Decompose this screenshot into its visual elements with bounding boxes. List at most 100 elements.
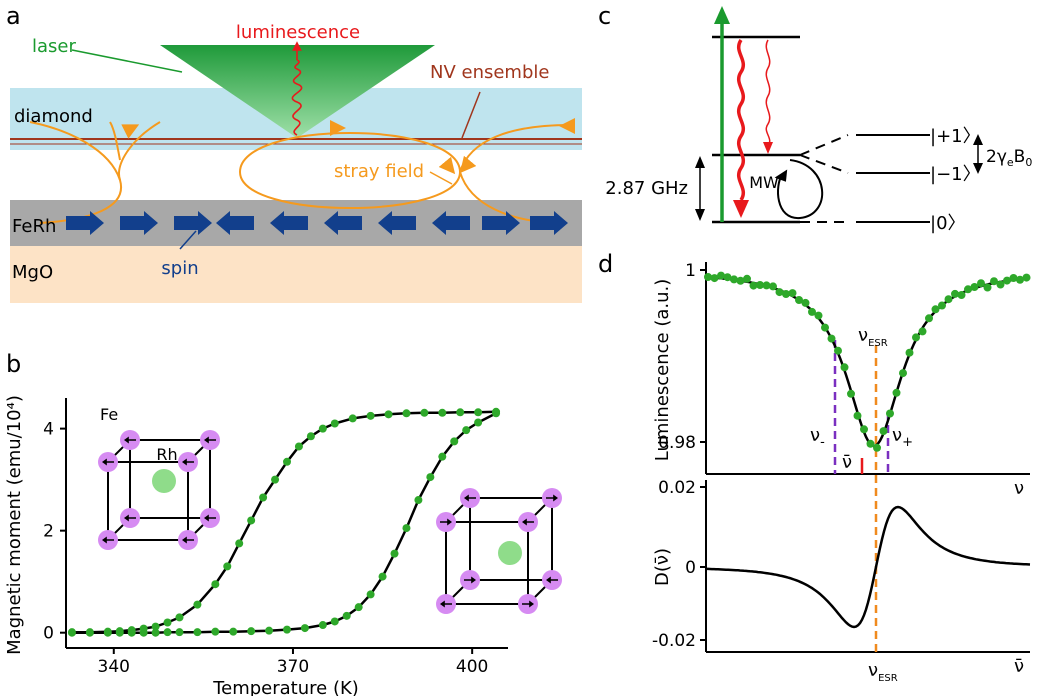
b-data-point <box>211 580 220 589</box>
d-top-data <box>704 271 1031 452</box>
b-data-point <box>223 562 232 571</box>
b-data-point <box>193 628 202 637</box>
d-top-y-label: Luminescence (a.u.) <box>652 279 673 462</box>
d-data-point <box>834 346 842 355</box>
rh-atom <box>152 469 176 493</box>
spin-arrow-left <box>378 211 416 235</box>
ket-plus1: |+1〉 <box>930 126 981 147</box>
rh-atom-2 <box>498 541 522 565</box>
b-data-point <box>414 496 423 505</box>
stray-arrow-5 <box>459 155 477 174</box>
d-data-point <box>925 314 933 323</box>
panel-label-c: c <box>598 2 611 30</box>
d-bot-x-label: ν̄ <box>1014 656 1024 677</box>
d-data-point <box>1022 273 1031 282</box>
b-data-point <box>402 524 411 533</box>
b-data-point <box>342 611 351 620</box>
b-data-point <box>175 628 184 637</box>
b-data-point <box>259 493 268 502</box>
b-data-point <box>402 409 411 418</box>
split-label: 2γeB0 <box>986 147 1032 169</box>
d-data-point <box>964 285 972 294</box>
b-data-point <box>438 452 447 461</box>
zfs-arrow-down <box>695 209 705 221</box>
red-arrowhead-thick <box>733 200 749 218</box>
green-arrowhead <box>714 6 730 24</box>
d-data-point <box>795 296 803 304</box>
panel-d: d 1 0.98 Luminescence (a.u.) ν 0.02 0 -0… <box>598 250 1031 684</box>
b-data-point <box>85 628 94 637</box>
ket-zero: |0〉 <box>930 213 966 234</box>
b-data-point <box>330 419 339 428</box>
d-data-point <box>769 282 777 291</box>
b-data-point <box>456 408 465 417</box>
fe-spin-arrowhead <box>102 458 107 466</box>
d-data-point <box>1016 275 1024 284</box>
laser-leader <box>71 49 183 73</box>
panel-label-d: d <box>598 250 613 278</box>
mgo-label: MgO <box>12 262 53 283</box>
b-data-point <box>366 590 375 599</box>
b-data-point <box>229 627 238 636</box>
b-data-point <box>247 516 256 525</box>
spin-arrow-right <box>530 211 568 235</box>
d-data-point <box>743 274 751 283</box>
b-data-point <box>294 442 303 451</box>
d-data-point <box>847 389 855 398</box>
d-data-point <box>827 334 836 343</box>
d-data-point <box>931 305 940 314</box>
b-data-point <box>283 625 291 634</box>
b-data <box>67 407 501 637</box>
d-data-point <box>853 411 862 420</box>
fe-spin-arrowhead <box>546 576 551 584</box>
d-data-point <box>749 281 758 290</box>
spin-arrow-left <box>216 211 254 235</box>
zfs-label: 2.87 GHz <box>605 178 688 199</box>
d-data-point <box>782 290 790 298</box>
b-data-point <box>330 617 339 626</box>
red-arrowhead-thin <box>763 142 773 154</box>
stray-field-label: stray field <box>334 161 424 182</box>
luminescence-wave <box>291 59 303 136</box>
d-data-point <box>990 277 998 286</box>
nu-esr-label: νESR <box>858 325 888 349</box>
fe-spin-arrowhead <box>553 494 558 502</box>
fe-spin-arrowhead <box>204 514 209 522</box>
panel-label-b: b <box>6 350 21 378</box>
ferh-label: FeRh <box>12 216 56 237</box>
d-ytick-1: 1 <box>685 261 696 281</box>
diamond-label: diamond <box>14 106 93 127</box>
b-data-point <box>474 408 483 417</box>
b-data-point <box>474 418 483 427</box>
b-data-point <box>492 409 501 418</box>
d-data-point <box>983 283 992 292</box>
b-data-point <box>300 624 309 633</box>
d-data-point <box>938 301 946 310</box>
d-data-point <box>905 348 914 357</box>
b-data-point <box>247 627 256 636</box>
mw-arrowhead <box>774 169 788 182</box>
d-data-point <box>951 289 959 298</box>
nv-ensemble-label: NV ensemble <box>430 62 549 83</box>
mw-loop <box>777 159 824 220</box>
d-data-point <box>944 295 953 304</box>
b-data-point <box>462 426 471 435</box>
d-data-point <box>970 283 979 291</box>
d-data-point <box>762 281 771 290</box>
fe-spin-arrowhead <box>471 576 476 584</box>
fe-spin-arrowhead <box>529 600 534 608</box>
laser-label: laser <box>32 36 76 57</box>
stray-leader <box>429 171 453 185</box>
d-data-point <box>899 369 907 378</box>
laser-cone <box>160 45 435 138</box>
d-data-point <box>788 289 797 298</box>
b-data-point <box>115 628 124 637</box>
fe-label: Fe <box>100 405 118 424</box>
b-data-point <box>378 572 387 581</box>
b-xtick-label: 400 <box>456 657 488 677</box>
d-data-point <box>1009 274 1018 282</box>
dash-plus <box>799 134 849 156</box>
b-data-point <box>193 600 202 609</box>
d-ytick-098: 0.98 <box>658 433 696 453</box>
